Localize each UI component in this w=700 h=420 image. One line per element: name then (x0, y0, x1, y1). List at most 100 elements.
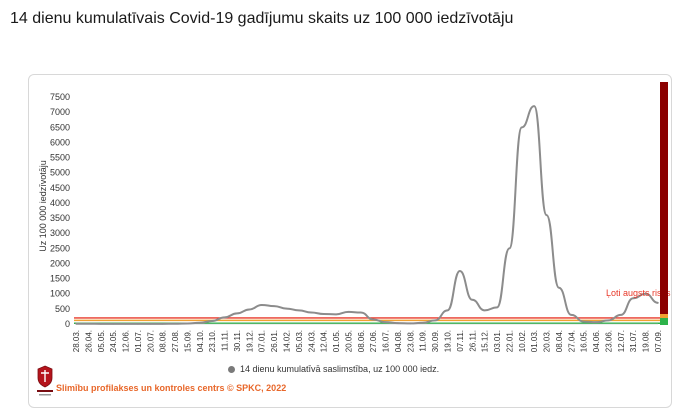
x-tick-label: 30.09. (431, 330, 440, 352)
data-point (360, 311, 362, 314)
x-tick-label: 01.03. (530, 330, 539, 352)
y-tick-label: 3500 (50, 213, 70, 223)
x-tick-label: 08.04. (555, 330, 564, 352)
data-point (124, 323, 127, 325)
data-point (248, 308, 251, 311)
data-point (236, 312, 238, 315)
x-tick-label: 30.11. (233, 330, 242, 352)
x-tick-label: 12.04. (320, 330, 329, 352)
x-tick-label: 15.12. (481, 330, 490, 352)
data-point (372, 318, 374, 321)
x-tick-label: 07.01. (258, 330, 267, 352)
data-point (620, 314, 622, 316)
x-tick-label: 26.04. (84, 330, 93, 352)
x-tick-label: 31.07. (629, 330, 638, 352)
data-point (174, 322, 176, 325)
page-title: 14 dienu kumulatīvais Covid-19 gadījumu … (10, 10, 514, 27)
data-point (161, 323, 164, 325)
x-tick-label: 27.08. (171, 330, 180, 352)
data-point (397, 322, 399, 324)
data-point (87, 322, 90, 325)
y-tick-label: 2500 (50, 243, 70, 253)
data-point (384, 321, 387, 323)
x-tick-label: 01.07. (134, 330, 143, 352)
x-tick-label: 08.06. (357, 330, 366, 352)
y-tick-label: 2000 (50, 258, 70, 268)
y-tick-label: 6000 (50, 137, 70, 147)
data-point (632, 297, 635, 300)
chart-legend[interactable]: 14 dienu kumulatīvā saslimstība, uz 100 … (228, 364, 439, 374)
legend-label: 14 dienu kumulatīvā saslimstība, uz 100 … (240, 364, 440, 374)
x-tick-label: 24.05. (109, 330, 118, 352)
legend-marker-icon (228, 365, 235, 373)
spkc-logo (37, 365, 53, 396)
x-tick-label: 01.05. (332, 330, 341, 352)
x-tick-label: 26.11. (468, 330, 477, 352)
data-point (75, 322, 77, 325)
data-point (545, 214, 548, 216)
x-tick-label: 12.06. (122, 330, 131, 352)
x-tick-label: 22.01. (505, 330, 514, 352)
data-point (211, 320, 214, 322)
data-point (273, 305, 275, 307)
x-tick-label: 28.03. (72, 330, 81, 352)
x-tick-label: 04.06. (592, 330, 601, 352)
data-point (199, 321, 201, 324)
data-point (520, 126, 523, 129)
data-point (607, 319, 610, 322)
data-point (285, 307, 288, 310)
data-point (595, 321, 597, 323)
x-tick-label: 05.05. (97, 330, 106, 352)
y-tick-label: 7000 (50, 107, 70, 117)
x-tick-label: 20.05. (344, 330, 353, 352)
data-point (409, 322, 412, 325)
x-tick-label: 11.09. (419, 330, 428, 352)
x-tick-label: 03.01. (493, 330, 502, 352)
data-point (310, 311, 313, 314)
x-tick-label: 16.05. (580, 330, 589, 352)
data-point (322, 313, 325, 315)
x-tick-label: 11.11. (221, 330, 230, 351)
data-point (496, 306, 498, 309)
data-point (508, 247, 511, 250)
y-tick-label: 3000 (50, 228, 70, 238)
x-tick-label: 24.03. (307, 330, 316, 352)
x-tick-label: 12.07. (617, 330, 626, 352)
y-tick-label: 4500 (50, 183, 70, 193)
y-tick-label: 1000 (50, 289, 70, 299)
x-tick-label: 19.08. (642, 330, 651, 352)
x-tick-label: 07.09. (654, 330, 663, 352)
data-point (347, 311, 350, 313)
data-point (558, 286, 560, 289)
data-point (471, 298, 474, 301)
y-axis-title: Uz 100 000 iedzīvotāju (38, 160, 48, 252)
risk-label: Ļoti augsts risks (606, 288, 671, 298)
x-tick-label: 04.08. (394, 330, 403, 352)
x-tick-label: 23.08. (406, 330, 415, 352)
y-tick-label: 500 (55, 304, 70, 314)
x-tick-label: 10.02. (518, 330, 527, 352)
risk-level-bar-green (660, 318, 668, 325)
x-tick-label: 08.08. (159, 330, 168, 352)
data-point (112, 323, 114, 325)
x-tick-label: 27.04. (567, 330, 576, 352)
x-tick-label: 20.03. (543, 330, 552, 352)
x-tick-label: 07.11. (456, 330, 465, 352)
data-point (421, 321, 424, 324)
x-tick-label: 04.10. (196, 330, 205, 352)
x-tick-label: 20.07. (146, 330, 155, 352)
x-tick-label: 16.07. (382, 330, 391, 352)
x-tick-label: 19.12. (245, 330, 254, 352)
data-point (149, 323, 152, 325)
data-point (582, 320, 585, 323)
source-credit: Slimību profilakses un kontroles centrs … (56, 383, 287, 393)
y-tick-label: 1500 (50, 274, 70, 284)
y-tick-label: 7500 (50, 92, 70, 102)
x-tick-label: 23.10. (208, 330, 217, 352)
data-point (446, 309, 449, 312)
chart-card (28, 74, 672, 408)
data-point (533, 105, 535, 107)
data-point (298, 309, 300, 312)
data-point (137, 323, 139, 325)
